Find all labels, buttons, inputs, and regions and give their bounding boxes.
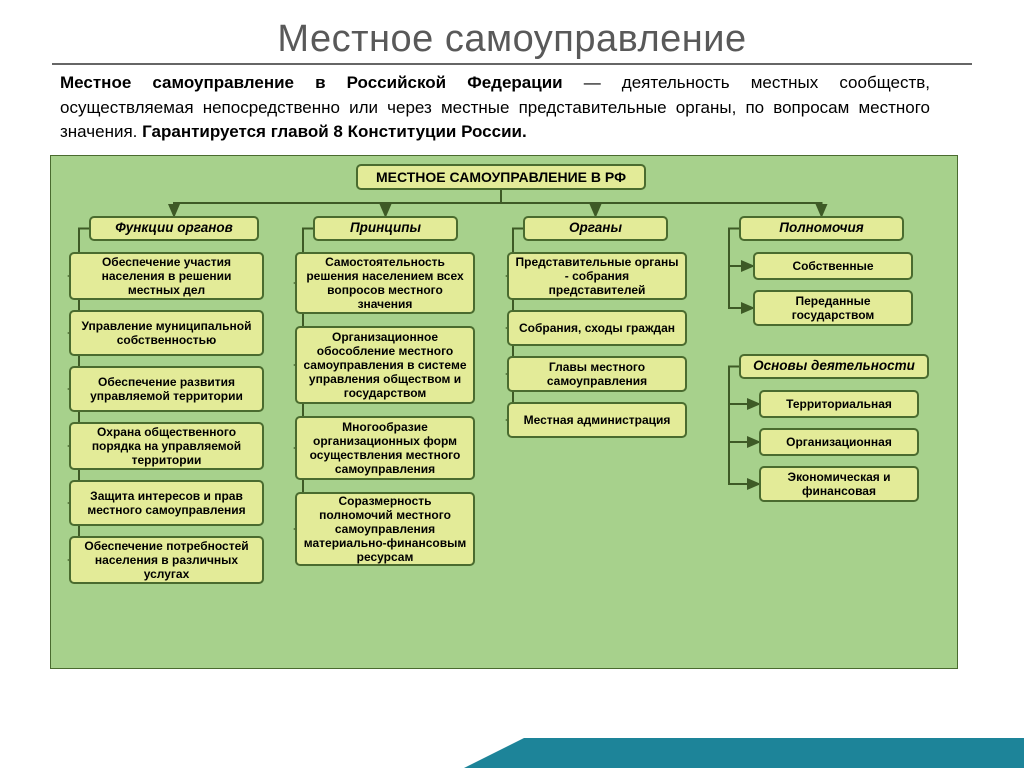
node-c1b: Управление муниципальной собственностью — [69, 310, 264, 356]
intro-lead: Местное самоуправление в Российской Феде… — [60, 73, 563, 92]
diagram-background: МЕСТНОЕ САМОУПРАВЛЕНИЕ В РФ Функции орган… — [50, 155, 958, 669]
node-c5b: Организационная — [759, 428, 919, 456]
node-c5a: Территориальная — [759, 390, 919, 418]
accent-bar — [464, 738, 1024, 768]
intro-tail: Гарантируется главой 8 Конституции Росси… — [142, 122, 527, 141]
node-c1a: Обеспечение участия населения в решении … — [69, 252, 264, 300]
node-c4b: Переданные государством — [753, 290, 913, 326]
node-h1: Функции органов — [89, 216, 259, 241]
node-c2c: Многообразие организационных форм осущес… — [295, 416, 475, 480]
node-c2b: Организационное обособление местного сам… — [295, 326, 475, 404]
node-c1c: Обеспечение развития управляемой террито… — [69, 366, 264, 412]
node-c5c: Экономическая и финансовая — [759, 466, 919, 502]
node-h5: Основы деятельности — [739, 354, 929, 379]
node-c2a: Самостоятельность решения населением все… — [295, 252, 475, 314]
node-h4: Полномочия — [739, 216, 904, 241]
node-c2d: Соразмерность полномочий местного самоуп… — [295, 492, 475, 566]
node-h3: Органы — [523, 216, 668, 241]
node-h2: Принципы — [313, 216, 458, 241]
node-c1f: Обеспечение потребностей населения в раз… — [69, 536, 264, 584]
node-c3c: Главы местного самоуправления — [507, 356, 687, 392]
node-c1d: Охрана общественного порядка на управляе… — [69, 422, 264, 470]
intro-paragraph: Местное самоуправление в Российской Феде… — [60, 71, 930, 145]
node-root: МЕСТНОЕ САМОУПРАВЛЕНИЕ В РФ — [356, 164, 646, 190]
node-c3a: Представительные органы - собрания предс… — [507, 252, 687, 300]
diagram-container: МЕСТНОЕ САМОУПРАВЛЕНИЕ В РФ Функции орган… — [50, 155, 958, 669]
node-c1e: Защита интересов и прав местного самоупр… — [69, 480, 264, 526]
node-c4a: Собственные — [753, 252, 913, 280]
node-c3d: Местная администрация — [507, 402, 687, 438]
title-underline — [52, 63, 972, 65]
node-c3b: Собрания, сходы граждан — [507, 310, 687, 346]
slide-title: Местное самоуправление — [0, 0, 1024, 63]
